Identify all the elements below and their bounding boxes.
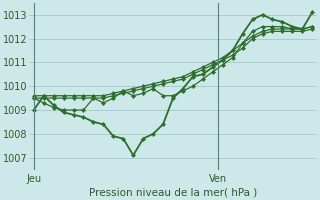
X-axis label: Pression niveau de la mer( hPa ): Pression niveau de la mer( hPa ) xyxy=(89,187,257,197)
